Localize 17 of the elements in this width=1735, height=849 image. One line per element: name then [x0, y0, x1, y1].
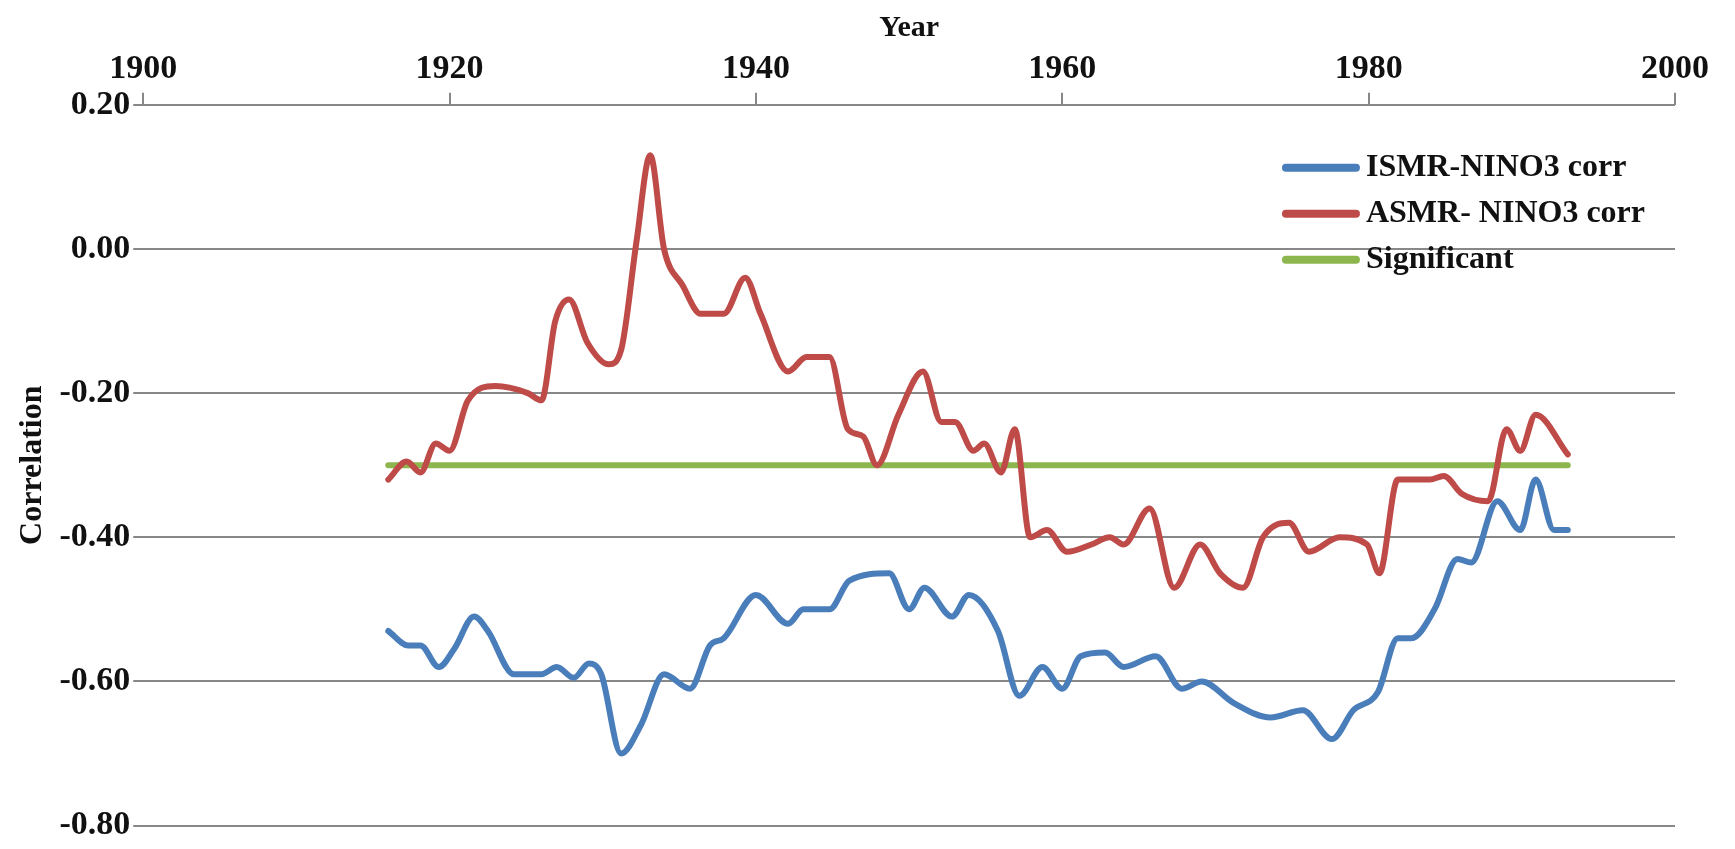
x-tick-label: 1980 [1334, 48, 1403, 86]
y-tick-label: -0.60 [59, 660, 131, 698]
y-tick-label: -0.40 [59, 516, 131, 554]
x-tick-label: 1960 [1028, 48, 1097, 86]
legend-label: ISMR-NINO3 corr [1365, 147, 1627, 184]
x-axis-title: Year [879, 8, 940, 42]
legend-label: ASMR- NINO3 corr [1365, 193, 1645, 230]
y-tick-label: 0.00 [70, 227, 131, 265]
y-axis-title: Correlation [12, 385, 49, 545]
x-tick-label: 1900 [109, 48, 178, 86]
x-tick-label: 2000 [1641, 48, 1709, 86]
legend-label: Significant [1365, 239, 1514, 276]
x-tick-label: 1940 [721, 48, 790, 86]
y-tick-label: 0.20 [70, 83, 131, 121]
y-tick-label: -0.80 [59, 804, 131, 842]
y-tick-label: -0.20 [59, 371, 131, 409]
x-tick-label: 1920 [415, 48, 484, 86]
